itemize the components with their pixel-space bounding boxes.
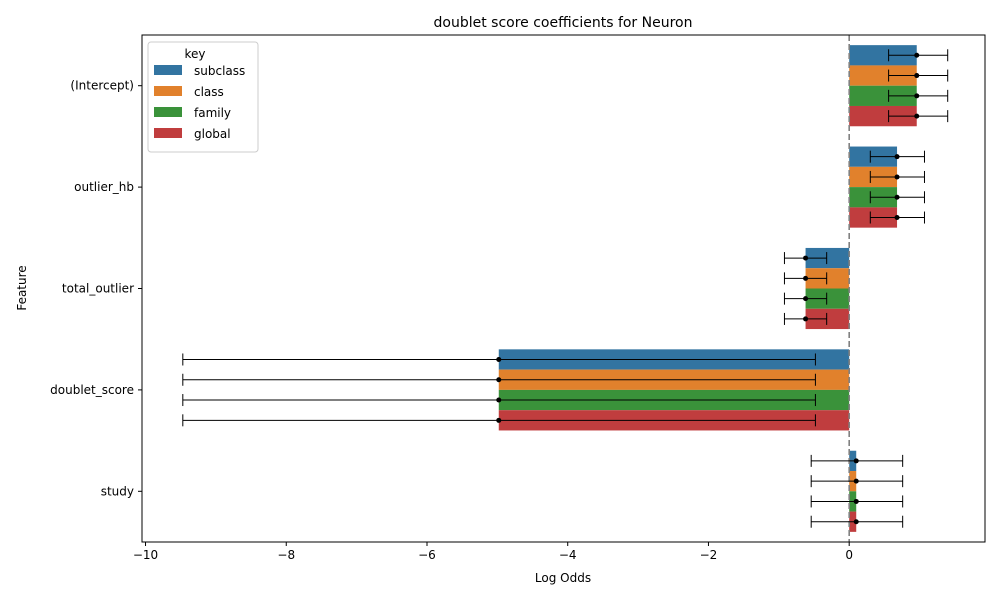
bar-family [805,288,850,309]
bar-class [849,65,917,86]
y-axis-label: Feature [15,265,29,310]
estimate-point [803,275,809,281]
legend-swatch-family [154,107,182,117]
estimate-point [894,194,900,200]
estimate-point [496,417,502,423]
estimate-point [853,458,859,464]
x-tick-label: −6 [418,548,436,562]
plot-area [182,35,949,542]
legend-label-global: global [194,127,231,141]
legend-label-family: family [194,106,231,120]
estimate-point [496,356,502,362]
x-tick-label: 0 [845,548,853,562]
legend-swatch-class [154,86,182,96]
bar-family [849,85,917,106]
legend-label-class: class [194,85,224,99]
chart-title: doublet score coefficients for Neuron [434,15,693,31]
bar-subclass [805,247,850,269]
y-tick-label: (Intercept) [70,79,134,93]
bar-global [849,105,917,127]
x-tick-label: −8 [277,548,295,562]
bar-global [805,308,850,330]
estimate-point [894,154,900,160]
estimate-point [853,498,859,504]
estimate-point [803,255,809,261]
x-axis-label: Log Odds [535,571,591,585]
estimate-point [914,113,920,119]
estimate-point [914,93,920,99]
bar-class [805,268,850,289]
legend-swatch-subclass [154,65,182,75]
bar-subclass [849,45,917,66]
y-tick-label: outlier_hb [74,180,134,194]
estimate-point [853,519,859,525]
estimate-point [894,174,900,180]
x-tick-label: −2 [700,548,718,562]
estimate-point [914,73,920,79]
legend-title: key [184,47,205,61]
y-tick-label: study [101,484,134,498]
legend-label-subclass: subclass [194,64,245,78]
x-tick-label: −4 [559,548,577,562]
legend: key subclass class family global [147,41,259,153]
y-axis: (Intercept) outlier_hb total_outlierdouble… [50,79,142,498]
x-tick-label: −10 [133,548,158,562]
estimate-point [803,316,809,322]
estimate-point [803,296,809,302]
legend-swatch-global [154,128,182,138]
y-tick-label: doublet_score [50,383,134,397]
estimate-point [496,397,502,403]
x-axis: −10 −8 −6 −4 −2 0 [133,542,853,562]
estimate-point [853,478,859,484]
y-tick-label: total_outlier [62,282,134,296]
estimate-point [496,377,502,383]
estimate-point [914,52,920,58]
estimate-point [894,215,900,221]
